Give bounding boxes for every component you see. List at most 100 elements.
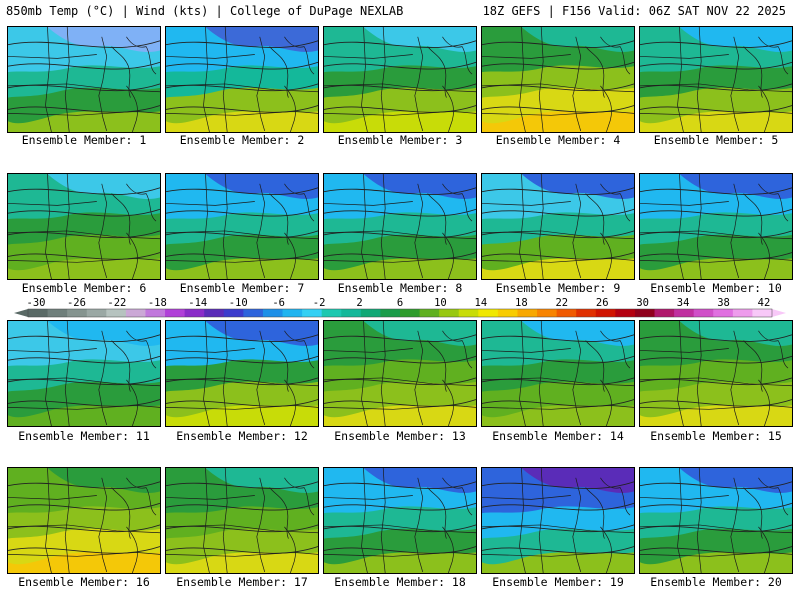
panel-label: Ensemble Member: 11 [18, 429, 150, 443]
colorbar-tick-label: -18 [147, 297, 167, 309]
colorbar-tick-label: -26 [66, 297, 86, 309]
panel-label: Ensemble Member: 20 [650, 575, 782, 589]
colorbar-tick-label: 38 [717, 297, 730, 309]
run-info: 18Z GEFS | F156 Valid: 06Z SAT NOV 22 20… [482, 4, 786, 18]
ensemble-map-3 [323, 26, 477, 133]
panel-label: Ensemble Member: 9 [495, 281, 621, 295]
ensemble-map-20 [639, 467, 793, 574]
colorbar-swatch [419, 309, 440, 317]
colorbar-swatch [106, 309, 127, 317]
panel-label: Ensemble Member: 6 [21, 281, 147, 295]
panel-label: Ensemble Member: 3 [337, 133, 463, 147]
colorbar-swatch [262, 309, 284, 317]
panel-label: Ensemble Member: 12 [176, 429, 308, 443]
panel-label: Ensemble Member: 4 [495, 133, 621, 147]
colorbar-swatch [321, 309, 342, 317]
colorbar-swatch [439, 309, 460, 317]
colorbar-swatch [145, 309, 166, 317]
panel-label: Ensemble Member: 7 [179, 281, 305, 295]
colorbar-swatch [86, 309, 107, 317]
panel-label: Ensemble Member: 5 [653, 133, 779, 147]
colorbar-tick-label: 30 [636, 297, 649, 309]
ensemble-map-16 [7, 467, 161, 574]
colorbar-tick-label: 6 [396, 297, 404, 309]
colorbar-swatch [713, 309, 734, 317]
colorbar-tick-label: 14 [474, 297, 488, 309]
ensemble-map-14 [481, 320, 635, 427]
temperature-colorbar [14, 308, 786, 318]
colorbar-swatch [615, 309, 636, 317]
colorbar-swatch [302, 309, 323, 317]
ensemble-map-13 [323, 320, 477, 427]
colorbar-tick-label: -14 [188, 297, 208, 309]
ensemble-map-12 [165, 320, 319, 427]
colorbar-swatch [458, 309, 479, 317]
colorbar-swatch [67, 309, 88, 317]
colorbar-swatch [674, 309, 695, 317]
colorbar-tick-label: 34 [676, 297, 690, 309]
ensemble-map-7 [165, 173, 319, 280]
panel-label: Ensemble Member: 16 [18, 575, 150, 589]
colorbar-swatch [360, 309, 381, 317]
colorbar-tick-label: 26 [595, 297, 609, 309]
panel-label: Ensemble Member: 2 [179, 133, 305, 147]
colorbar-swatch [497, 309, 518, 317]
panel-label: Ensemble Member: 13 [334, 429, 466, 443]
colorbar-swatch [47, 309, 68, 317]
colorbar-swatch [693, 309, 714, 317]
ensemble-map-2 [165, 26, 319, 133]
panel-label: Ensemble Member: 14 [492, 429, 624, 443]
colorbar-swatch [478, 309, 499, 317]
ensemble-map-9 [481, 173, 635, 280]
ensemble-map-18 [323, 467, 477, 574]
panel-label: Ensemble Member: 10 [650, 281, 782, 295]
colorbar-swatch [732, 309, 753, 317]
colorbar-swatch [654, 309, 675, 317]
colorbar-swatch [400, 309, 421, 317]
colorbar-swatch [282, 309, 303, 317]
panel-label: Ensemble Member: 1 [21, 133, 147, 147]
ensemble-map-10 [639, 173, 793, 280]
colorbar-swatch [223, 309, 244, 317]
ensemble-map-8 [323, 173, 477, 280]
colorbar-right-arrow [772, 309, 786, 317]
colorbar-swatch [204, 309, 225, 317]
colorbar-tick-label: 18 [515, 297, 528, 309]
panel-label: Ensemble Member: 19 [492, 575, 624, 589]
colorbar-left-arrow [14, 309, 28, 317]
ensemble-map-11 [7, 320, 161, 427]
colorbar-swatch [243, 309, 264, 317]
colorbar-swatch [556, 309, 577, 317]
colorbar-swatch [165, 309, 186, 317]
colorbar-swatch [595, 309, 616, 317]
ensemble-map-4 [481, 26, 635, 133]
colorbar-tick-label: 10 [434, 297, 447, 309]
map-title: 850mb Temp (°C) | Wind (kts) | College o… [6, 4, 404, 18]
colorbar-swatch [341, 309, 362, 317]
panel-label: Ensemble Member: 15 [650, 429, 782, 443]
colorbar-tick-label: -30 [26, 297, 46, 309]
colorbar-swatch [184, 309, 205, 317]
colorbar-tick-label: -22 [107, 297, 127, 309]
colorbar-swatch [125, 309, 146, 317]
colorbar-swatch [634, 309, 656, 317]
ensemble-map-15 [639, 320, 793, 427]
ensemble-map-17 [165, 467, 319, 574]
colorbar-tick-label: -2 [312, 297, 326, 309]
panel-label: Ensemble Member: 17 [176, 575, 308, 589]
colorbar-swatch [517, 309, 538, 317]
colorbar-swatch [576, 309, 597, 317]
colorbar-swatch [28, 309, 49, 317]
colorbar-swatch [380, 309, 401, 317]
colorbar-tick-label: 22 [555, 297, 569, 309]
colorbar-swatch [537, 309, 558, 317]
ensemble-map-19 [481, 467, 635, 574]
ensemble-map-6 [7, 173, 161, 280]
panel-label: Ensemble Member: 18 [334, 575, 466, 589]
colorbar-swatch [752, 309, 773, 317]
colorbar-tick-label: -10 [228, 297, 248, 309]
panel-label: Ensemble Member: 8 [337, 281, 463, 295]
colorbar-tick-label: -6 [272, 297, 285, 309]
ensemble-map-5 [639, 26, 793, 133]
ensemble-map-1 [7, 26, 161, 133]
